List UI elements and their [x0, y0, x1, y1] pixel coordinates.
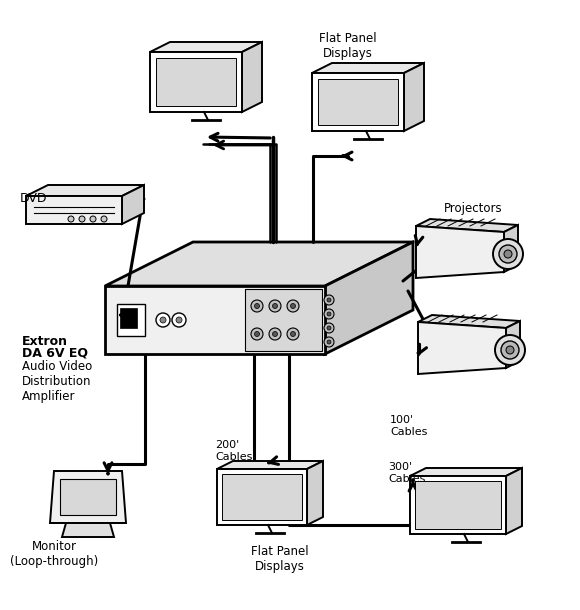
- Text: DA 6V EQ: DA 6V EQ: [22, 347, 88, 360]
- Circle shape: [273, 304, 277, 309]
- Polygon shape: [415, 481, 501, 529]
- Circle shape: [90, 216, 96, 222]
- Polygon shape: [26, 196, 122, 224]
- Text: Flat Panel
Displays: Flat Panel Displays: [251, 545, 309, 573]
- Circle shape: [499, 245, 517, 263]
- Text: Projectors: Projectors: [444, 202, 503, 215]
- Text: Audio Video
Distribution
Amplifier: Audio Video Distribution Amplifier: [22, 360, 92, 403]
- Text: Monitor
(Loop-through): Monitor (Loop-through): [10, 540, 98, 568]
- Circle shape: [495, 335, 525, 365]
- Polygon shape: [222, 474, 302, 520]
- Polygon shape: [62, 523, 114, 537]
- Circle shape: [251, 328, 263, 340]
- Circle shape: [291, 331, 295, 337]
- Polygon shape: [120, 308, 137, 328]
- Circle shape: [291, 304, 295, 309]
- Polygon shape: [418, 315, 520, 328]
- Circle shape: [287, 328, 299, 340]
- Polygon shape: [325, 242, 413, 354]
- Polygon shape: [242, 42, 262, 112]
- Circle shape: [273, 331, 277, 337]
- Circle shape: [251, 300, 263, 312]
- Circle shape: [269, 328, 281, 340]
- Polygon shape: [245, 289, 322, 351]
- Circle shape: [324, 323, 334, 333]
- Polygon shape: [105, 242, 413, 286]
- Circle shape: [504, 250, 512, 258]
- Text: 100'
Cables: 100' Cables: [390, 415, 427, 437]
- Polygon shape: [418, 322, 506, 374]
- Text: 200'
Cables: 200' Cables: [215, 440, 252, 462]
- Circle shape: [324, 309, 334, 319]
- Polygon shape: [312, 73, 404, 131]
- Polygon shape: [504, 225, 518, 272]
- Polygon shape: [105, 286, 325, 354]
- Polygon shape: [318, 79, 398, 125]
- Circle shape: [327, 326, 331, 330]
- Polygon shape: [156, 58, 236, 106]
- Circle shape: [287, 300, 299, 312]
- Polygon shape: [117, 304, 145, 336]
- Circle shape: [79, 216, 85, 222]
- Polygon shape: [217, 469, 307, 525]
- Polygon shape: [506, 321, 520, 368]
- Circle shape: [156, 313, 170, 327]
- Circle shape: [255, 331, 259, 337]
- Circle shape: [68, 216, 74, 222]
- Circle shape: [255, 304, 259, 309]
- Polygon shape: [506, 468, 522, 534]
- Polygon shape: [416, 226, 504, 278]
- Circle shape: [493, 239, 523, 269]
- Polygon shape: [410, 468, 522, 476]
- Circle shape: [269, 300, 281, 312]
- Text: 300'
Cables: 300' Cables: [388, 462, 425, 484]
- Text: Extron: Extron: [22, 335, 68, 348]
- Polygon shape: [60, 479, 116, 515]
- Circle shape: [327, 312, 331, 316]
- Polygon shape: [416, 219, 518, 232]
- Polygon shape: [217, 461, 323, 469]
- Polygon shape: [50, 471, 126, 523]
- Polygon shape: [26, 185, 144, 196]
- Polygon shape: [312, 63, 424, 73]
- Polygon shape: [404, 63, 424, 131]
- Circle shape: [176, 317, 182, 323]
- Circle shape: [101, 216, 107, 222]
- Circle shape: [324, 295, 334, 305]
- Circle shape: [506, 346, 514, 354]
- Circle shape: [327, 340, 331, 344]
- Circle shape: [327, 298, 331, 302]
- Polygon shape: [307, 461, 323, 525]
- Circle shape: [501, 341, 519, 359]
- Polygon shape: [410, 476, 506, 534]
- Text: DVD: DVD: [20, 192, 48, 205]
- Circle shape: [172, 313, 186, 327]
- Polygon shape: [150, 42, 262, 52]
- Circle shape: [324, 337, 334, 347]
- Circle shape: [160, 317, 166, 323]
- Polygon shape: [122, 185, 144, 224]
- Polygon shape: [150, 52, 242, 112]
- Text: Flat Panel
Displays: Flat Panel Displays: [319, 32, 377, 60]
